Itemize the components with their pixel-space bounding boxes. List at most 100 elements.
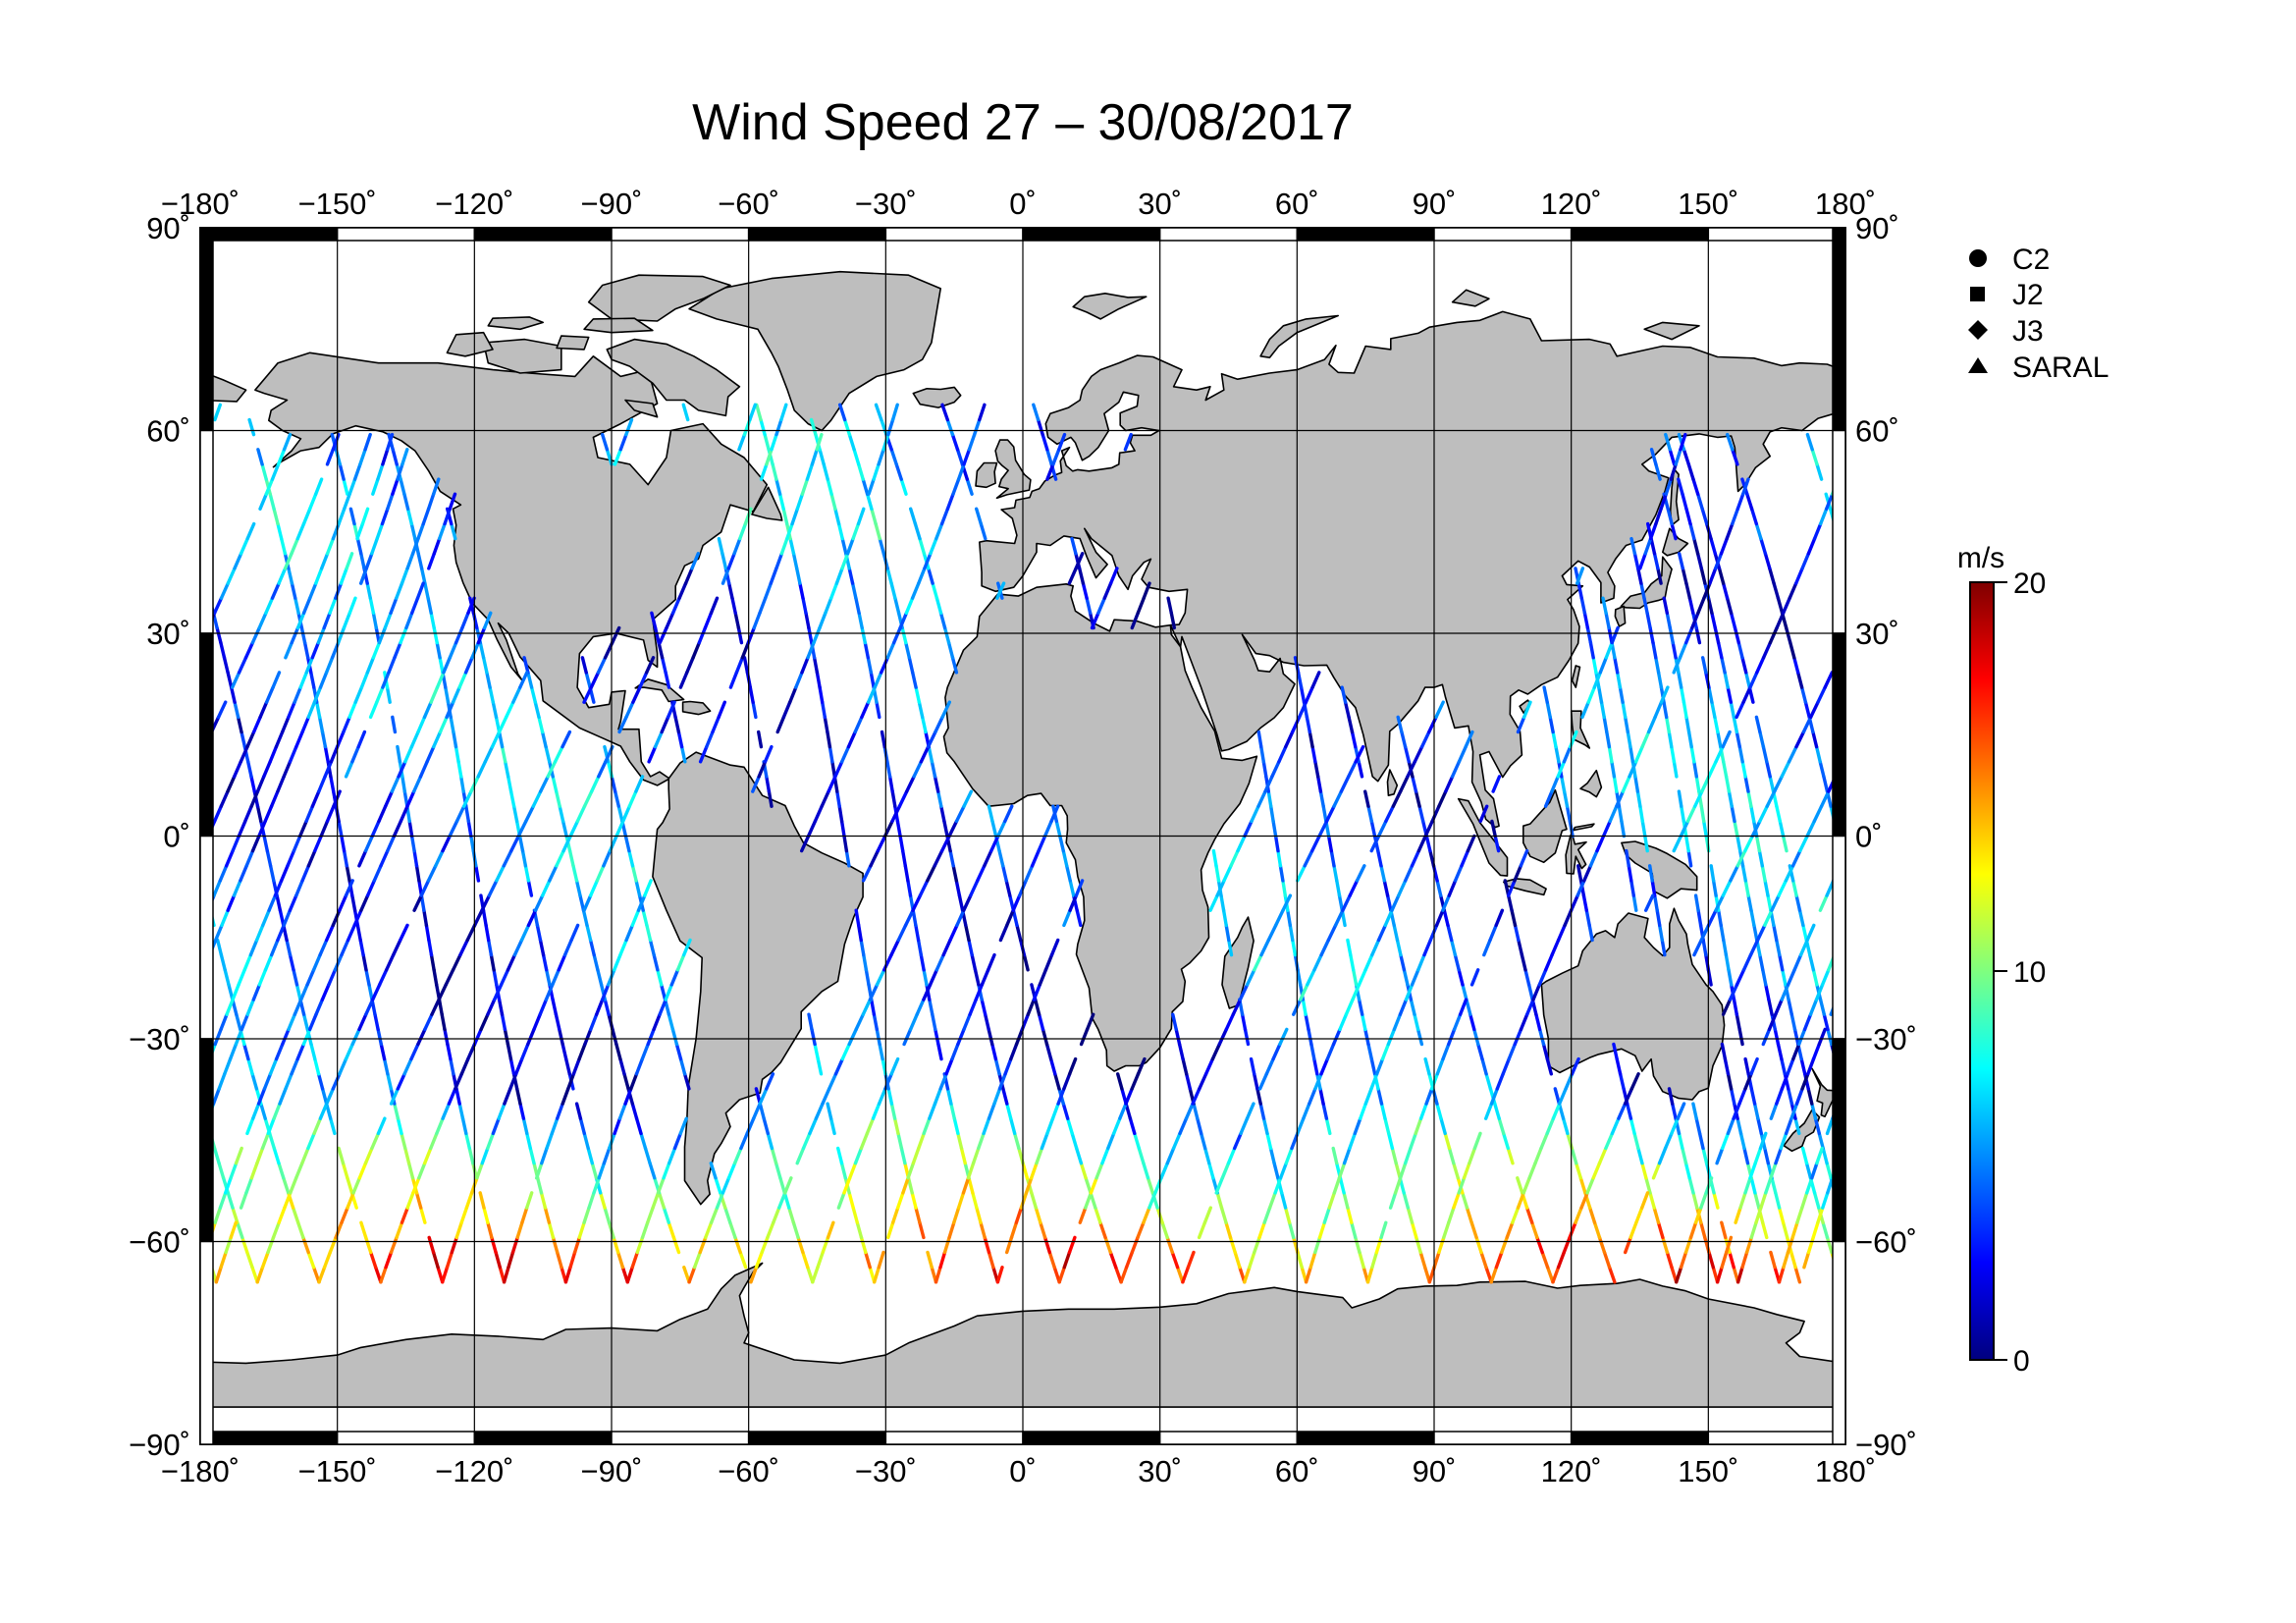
- lon-tick-label: 90˚: [1413, 187, 1457, 221]
- track-segment: [1680, 804, 1686, 824]
- track-segment: [1759, 1191, 1768, 1210]
- track-segment: [1598, 656, 1609, 675]
- track-segment: [1347, 715, 1355, 734]
- track-segment: [358, 448, 367, 466]
- track-segment: [274, 730, 285, 749]
- track-segment: [344, 1042, 354, 1061]
- track-segment: [409, 834, 416, 853]
- track-segment: [405, 789, 416, 808]
- colorbar-unit: m/s: [1957, 542, 2004, 574]
- track-segment: [298, 819, 308, 839]
- track-segment: [440, 1012, 447, 1032]
- track-segment: [1677, 477, 1684, 496]
- track-segment: [1669, 462, 1678, 481]
- track-segment: [277, 567, 288, 585]
- track-segment: [250, 625, 261, 645]
- track-segment: [283, 1191, 293, 1210]
- track-segment: [1647, 864, 1654, 883]
- track-segment: [268, 1131, 276, 1151]
- track-segment: [1488, 923, 1498, 943]
- track-segment: [1729, 700, 1736, 720]
- track-segment: [813, 1042, 820, 1061]
- track-segment: [1604, 1131, 1615, 1151]
- track-segment: [568, 1250, 577, 1270]
- track-segment: [1699, 1220, 1707, 1240]
- track-segment: [1656, 567, 1663, 585]
- track-segment: [1249, 1056, 1256, 1076]
- track-segment: [1044, 1042, 1053, 1061]
- track-segment: [787, 1206, 796, 1224]
- track-segment: [839, 819, 846, 839]
- lat-tick-label: 60˚: [146, 414, 190, 449]
- track-segment: [1731, 507, 1740, 526]
- track-segment: [1800, 1146, 1809, 1165]
- track-segment: [1078, 1206, 1088, 1224]
- track-segment: [683, 567, 694, 585]
- track-segment: [836, 1191, 846, 1210]
- lat-tick-labels-right: 90˚60˚30˚0˚−30˚−60˚−90˚: [1855, 211, 1917, 1462]
- track-segment: [1084, 1191, 1094, 1210]
- track-segment: [602, 1146, 612, 1165]
- track-segment: [1815, 1146, 1824, 1165]
- track-segment: [847, 432, 856, 452]
- land-new-guinea: [1621, 840, 1698, 899]
- track-segment: [980, 968, 990, 987]
- track-segment: [1643, 834, 1649, 853]
- track-segment: [664, 983, 673, 1001]
- track-segment: [245, 730, 256, 749]
- lon-tick-label: −30˚: [855, 187, 917, 221]
- track-segment: [1096, 596, 1107, 615]
- track-segment: [1825, 1161, 1833, 1180]
- track-segment: [1410, 968, 1420, 987]
- track-segment: [1494, 1250, 1504, 1270]
- track-segment: [1550, 775, 1560, 793]
- track-segment: [796, 1235, 805, 1255]
- track-segment: [1656, 671, 1664, 689]
- track-segment: [380, 507, 390, 526]
- lat-tick-label: 0˚: [1855, 820, 1883, 854]
- track-segment: [1406, 760, 1417, 779]
- track-segment: [311, 1265, 321, 1284]
- track-segment: [503, 1027, 510, 1047]
- track-segment: [571, 1056, 581, 1076]
- track-segment: [1327, 1191, 1337, 1210]
- track-segment: [1399, 952, 1407, 972]
- track-segment: [454, 625, 464, 645]
- track-segment: [989, 834, 1000, 853]
- track-segment: [1668, 625, 1675, 645]
- track-segment: [1639, 581, 1646, 600]
- track-segment: [1253, 952, 1263, 972]
- track-segment: [539, 1191, 548, 1210]
- track-segment: [295, 521, 306, 541]
- track-segment: [422, 700, 433, 720]
- track-segment: [454, 1087, 461, 1106]
- track-segment: [236, 1220, 244, 1240]
- track-segment: [1764, 983, 1771, 1001]
- track-segment: [1014, 1206, 1024, 1224]
- track-segment: [866, 685, 877, 704]
- track-segment: [414, 864, 421, 883]
- track-segment: [651, 1191, 661, 1210]
- track-segment: [851, 521, 861, 541]
- track-segment: [1683, 1235, 1693, 1255]
- track-segment: [284, 1072, 294, 1091]
- track-segment: [523, 864, 531, 883]
- track-segment: [1142, 1206, 1151, 1224]
- track-segment: [638, 671, 649, 689]
- track-segment: [911, 893, 923, 912]
- track-segment: [855, 1220, 864, 1240]
- track-segment: [481, 656, 489, 675]
- track-segment: [1203, 1056, 1215, 1076]
- track-segment: [791, 1220, 800, 1240]
- track-segment: [357, 1161, 368, 1180]
- track-segment: [956, 1191, 966, 1210]
- track-segment: [1012, 1131, 1021, 1151]
- frame-segment: [1022, 227, 1161, 242]
- track-segment: [1738, 1131, 1746, 1151]
- track-segment: [1354, 744, 1365, 764]
- track-segment: [561, 730, 572, 749]
- track-segment: [818, 448, 826, 466]
- track-segment: [1283, 1206, 1292, 1224]
- track-segment: [1493, 834, 1501, 853]
- track-segment: [1009, 1220, 1019, 1240]
